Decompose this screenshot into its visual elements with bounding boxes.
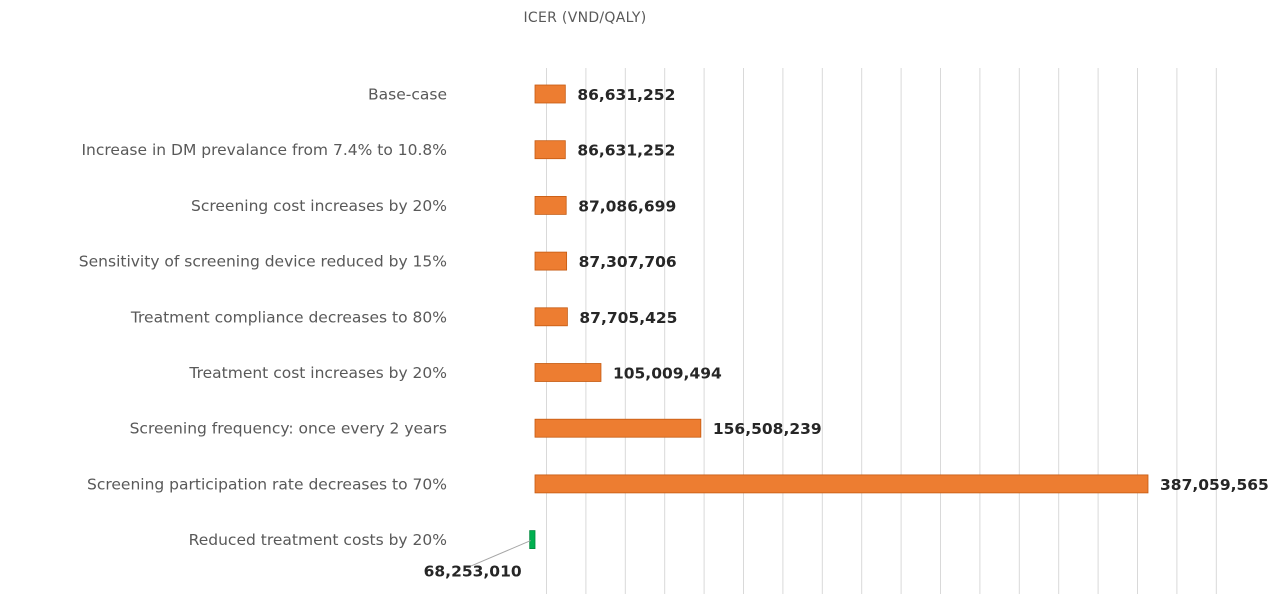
category-label: Increase in DM prevalance from 7.4% to 1… (81, 141, 447, 159)
category-label: Screening participation rate decreases t… (87, 475, 447, 493)
data-label: 68,253,010 (424, 563, 522, 581)
bar-increase (534, 251, 568, 271)
data-label: 87,086,699 (578, 197, 676, 215)
chart-title: ICER (VND/QALY) (524, 10, 647, 26)
bar-decrease (529, 530, 536, 549)
bar-increase (534, 307, 568, 327)
bar-increase (534, 474, 1149, 494)
category-label: Sensitivity of screening device reduced … (79, 253, 447, 271)
data-label: 156,508,239 (713, 420, 822, 438)
bar-increase (534, 195, 567, 215)
data-label: 86,631,252 (577, 86, 675, 104)
leader-line (469, 540, 531, 568)
bar-increase (534, 140, 566, 160)
bar-increase (534, 363, 602, 382)
data-label: 86,631,252 (577, 142, 675, 160)
category-label: Treatment compliance decreases to 80% (130, 308, 447, 326)
grid-layer (546, 68, 1217, 594)
category-label: Screening frequency: once every 2 years (130, 420, 447, 438)
category-label: Treatment cost increases by 20% (188, 364, 447, 382)
data-label: 87,705,425 (579, 309, 677, 327)
data-label: 105,009,494 (613, 365, 722, 383)
data-label: 87,307,706 (579, 253, 677, 271)
category-label: Screening cost increases by 20% (191, 197, 447, 215)
labels-layer: Base-case 86,631,252 Increase in DM preval… (79, 86, 1269, 581)
bar-increase (534, 84, 566, 104)
bars-layer (529, 84, 1149, 549)
category-label: Reduced treatment costs by 20% (189, 531, 447, 549)
category-label: Base-case (368, 86, 447, 104)
bar-increase (534, 418, 702, 438)
data-label: 387,059,565 (1160, 476, 1269, 494)
